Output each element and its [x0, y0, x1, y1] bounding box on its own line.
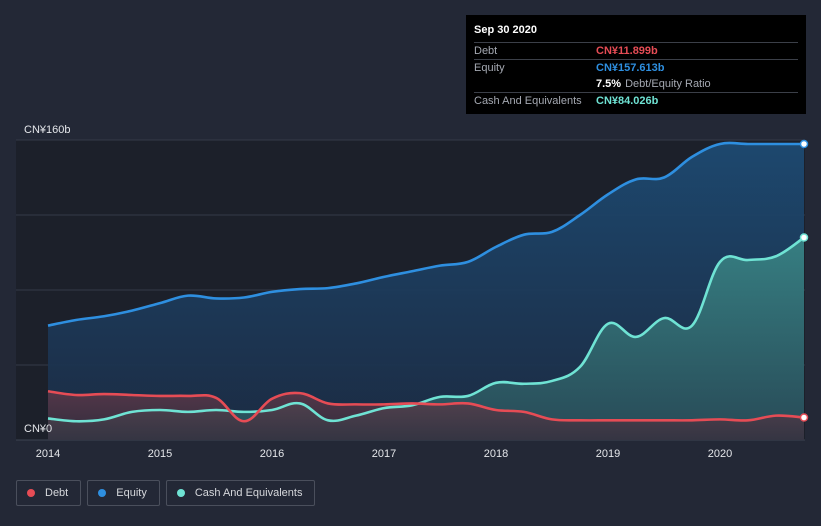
legend-equity-dot-icon	[98, 489, 107, 497]
x-tick-label: 2019	[596, 448, 620, 460]
line-debt	[47, 389, 805, 423]
tooltip-equity-label: Equity	[474, 62, 505, 74]
legend-equity-label: Equity	[116, 487, 147, 499]
legend-item-cash[interactable]: Cash And Equivalents	[165, 480, 316, 506]
x-tick-label: 2015	[148, 448, 172, 460]
legend-cash-dot-icon	[176, 489, 185, 497]
line-equity	[47, 141, 804, 327]
tooltip-ratio-value: 7.5%	[596, 78, 622, 90]
series-areas	[48, 142, 804, 440]
legend-cash-label: Cash And Equivalents	[194, 487, 303, 499]
tooltip-ratio-label: Debt/Equity Ratio	[625, 78, 711, 90]
x-tick-label: 2014	[36, 448, 60, 460]
tooltip-debt-row: Debt CN¥11.899b	[474, 42, 798, 59]
data-tooltip: Sep 30 2020 Debt CN¥11.899b Equity CN¥15…	[466, 15, 806, 114]
chart-legend: Debt Equity Cash And Equivalents	[16, 480, 316, 506]
end-marker-equity	[799, 139, 809, 149]
tooltip-date: Sep 30 2020	[474, 24, 537, 36]
legend-item-debt[interactable]: Debt	[16, 480, 82, 506]
x-tick-label: 2017	[372, 448, 396, 460]
area-cash-and-equivalents	[48, 237, 804, 440]
tooltip-cash-value: CN¥84.026b	[596, 95, 659, 107]
legend-debt-dot-icon	[27, 489, 35, 497]
x-tick-label: 2018	[484, 448, 508, 460]
legend-debt-label: Debt	[45, 487, 69, 499]
tooltip-debt-value: CN¥11.899b	[596, 45, 658, 57]
series-end-markers	[799, 139, 809, 422]
tooltip-cash-label: Cash And Equivalents	[474, 95, 582, 107]
tooltip-equity-row: Equity CN¥157.613b	[474, 59, 798, 76]
legend-item-equity[interactable]: Equity	[87, 480, 160, 506]
line-cash-and-equivalents	[47, 236, 805, 423]
tooltip-ratio-row: 7.5% Debt/Equity Ratio	[474, 76, 798, 92]
axis-labels: CN¥160b CN¥0 2014 2015 2016 2017 2018 2019 2020	[24, 124, 732, 460]
y-axis-label-zero: CN¥0	[24, 423, 52, 435]
series-lines	[47, 141, 805, 423]
tooltip-equity-value: CN¥157.613b	[596, 62, 665, 74]
x-tick-label: 2016	[260, 448, 284, 460]
end-marker-cash-and-equivalents	[799, 233, 809, 242]
area-debt	[48, 391, 804, 440]
end-marker-debt	[799, 413, 809, 422]
x-tick-label: 2020	[708, 448, 732, 460]
tooltip-debt-label: Debt	[474, 45, 498, 57]
tooltip-cash-row: Cash And Equivalents CN¥84.026b	[474, 92, 798, 109]
y-axis-label-max: CN¥160b	[24, 124, 70, 136]
